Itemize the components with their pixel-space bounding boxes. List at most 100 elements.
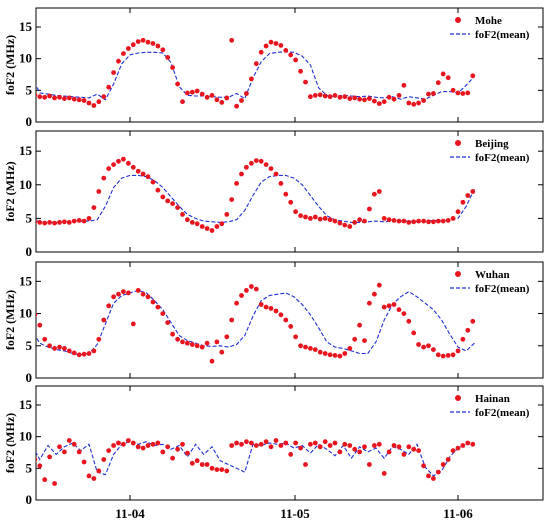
observed-point: [180, 99, 185, 105]
observed-point: [36, 219, 38, 224]
observed-point: [273, 171, 279, 177]
observed-point: [150, 179, 156, 185]
observed-point: [273, 308, 279, 314]
observed-point: [440, 353, 446, 359]
observed-point: [298, 68, 303, 74]
observed-point: [317, 444, 323, 450]
observed-point: [189, 220, 195, 225]
observed-point: [381, 471, 387, 476]
observed-point: [52, 346, 57, 351]
observed-point: [189, 89, 195, 95]
observed-point: [411, 219, 417, 225]
observed-point: [332, 218, 338, 224]
observed-point: [416, 100, 421, 106]
observed-point: [347, 224, 353, 229]
observed-point: [219, 221, 225, 227]
observed-point: [470, 441, 476, 447]
observed-point: [450, 448, 456, 453]
observed-point: [194, 343, 200, 349]
observed-point: [352, 220, 358, 225]
observed-point: [244, 164, 249, 170]
observed-point: [165, 55, 171, 60]
observed-point: [219, 100, 225, 105]
observed-point: [372, 98, 377, 104]
observed-point: [411, 446, 417, 452]
observed-point: [249, 440, 254, 446]
observed-point: [303, 214, 308, 220]
observed-point: [465, 193, 471, 198]
observed-point: [116, 58, 121, 64]
observed-point: [106, 166, 112, 172]
observed-point: [273, 41, 279, 46]
observed-point: [185, 217, 190, 223]
observed-point: [367, 206, 372, 212]
legend-label-station: Mohe: [475, 15, 502, 27]
observed-point: [101, 175, 107, 181]
observed-point: [298, 445, 303, 451]
observed-point: [229, 37, 235, 43]
observed-point: [460, 199, 466, 205]
observed-point: [106, 448, 112, 453]
observed-point: [332, 440, 338, 446]
observed-point: [42, 477, 48, 483]
observed-point: [234, 103, 240, 109]
plot-frame: [35, 385, 544, 501]
observed-point: [357, 322, 362, 328]
observed-point: [268, 166, 274, 172]
y-tick-label: 10: [19, 51, 32, 66]
observed-point: [42, 220, 48, 226]
observed-point: [253, 61, 259, 67]
observed-point: [249, 76, 254, 82]
observed-point: [337, 220, 343, 226]
observed-point: [396, 218, 402, 224]
observed-point: [194, 221, 200, 227]
observed-point: [357, 217, 362, 223]
observed-point: [116, 440, 121, 446]
observed-point: [376, 101, 382, 106]
observed-point: [391, 218, 397, 223]
observed-point: [396, 307, 402, 313]
observed-point: [376, 282, 382, 288]
observed-point: [298, 213, 303, 219]
observed-point: [263, 304, 269, 310]
observed-point: [62, 96, 67, 101]
observed-point: [111, 294, 116, 300]
observed-point: [406, 220, 412, 225]
observed-point: [204, 462, 210, 467]
observed-point: [219, 349, 225, 355]
observed-point: [125, 290, 131, 296]
observed-point: [175, 336, 181, 342]
observed-point: [209, 93, 215, 98]
observed-point: [470, 189, 476, 194]
observed-point: [62, 346, 67, 351]
observed-point: [455, 209, 461, 215]
legend-label-mean: foF2(mean): [475, 283, 530, 295]
observed-point: [140, 445, 146, 451]
observed-point: [145, 39, 151, 45]
y-axis-label: foF2 (MHz): [3, 35, 17, 95]
observed-point: [244, 288, 249, 293]
observed-point: [125, 46, 131, 51]
observed-point: [91, 348, 97, 354]
observed-point: [416, 342, 421, 347]
observed-point: [86, 100, 92, 106]
observed-point: [81, 218, 87, 224]
observed-point: [372, 443, 377, 448]
observed-point: [268, 39, 274, 45]
observed-point: [317, 216, 323, 222]
observed-point: [160, 449, 166, 455]
observed-point: [76, 218, 82, 223]
observed-point: [42, 94, 48, 100]
observed-point: [155, 187, 161, 193]
observed-point: [47, 220, 52, 225]
observed-point: [18, 447, 23, 452]
observed-point: [288, 199, 294, 205]
observed-point: [411, 101, 417, 107]
observed-point: [312, 93, 318, 98]
observed-point: [440, 71, 446, 77]
observed-point: [376, 441, 382, 447]
observed-point: [465, 90, 471, 96]
observed-point: [322, 93, 328, 99]
